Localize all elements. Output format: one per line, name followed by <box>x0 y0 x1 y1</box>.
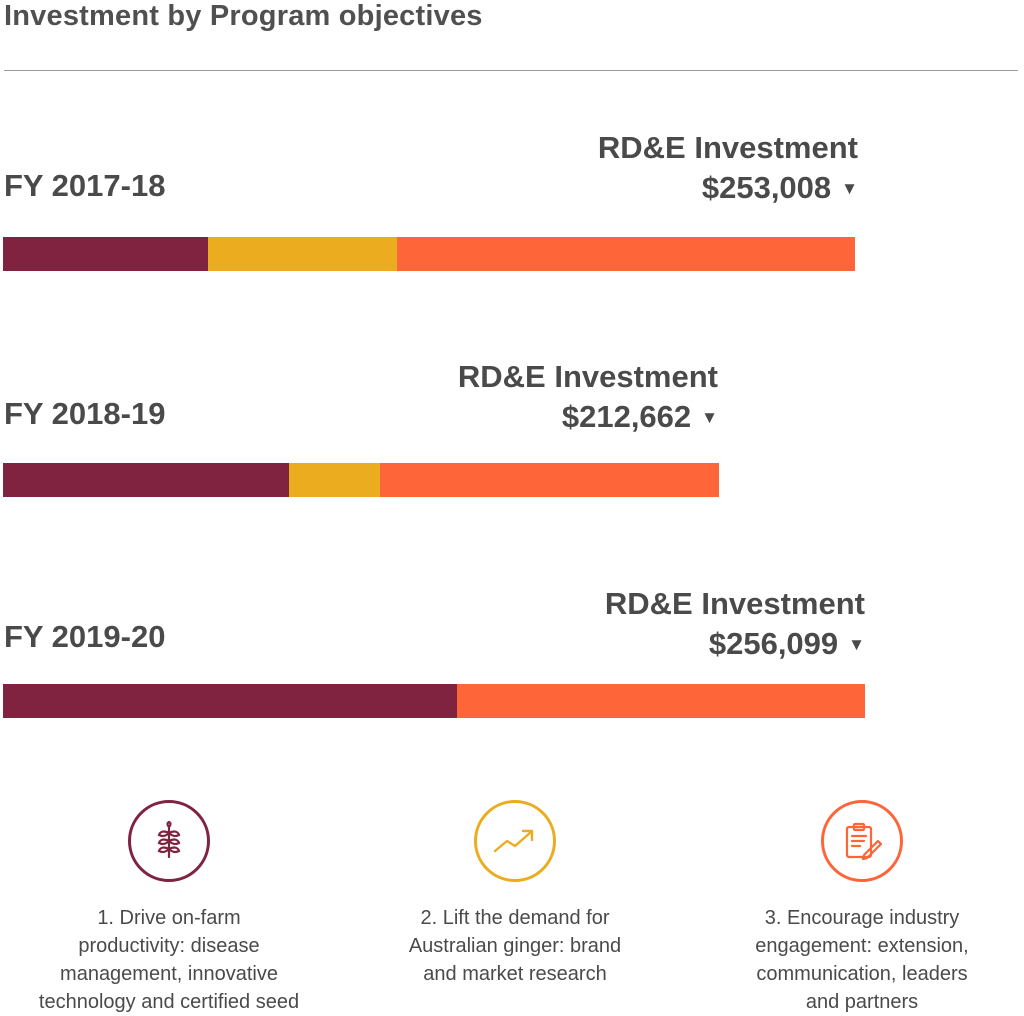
bar-2018-19 <box>3 463 719 497</box>
investment-block-2017-18: RD&E Investment $253,008 ▼ <box>598 128 858 208</box>
chart-title: Investment by Program objectives <box>4 0 483 32</box>
bar-segment-program-1 <box>3 463 290 497</box>
legend-text: 2. Lift the demand for Australian ginger… <box>408 907 622 985</box>
investment-total: $212,662 <box>561 399 692 434</box>
bar-2017-18 <box>3 237 855 271</box>
bar-segment-program-3 <box>457 684 865 718</box>
bar-segment-program-3 <box>396 237 855 271</box>
caret-down-icon[interactable]: ▼ <box>848 635 865 654</box>
legend-item-program-2: 2. Lift the demand for Australian ginger… <box>350 800 680 988</box>
bar-segment-program-1 <box>3 684 458 718</box>
legend-circle <box>128 800 210 882</box>
legend-circle <box>821 800 903 882</box>
year-label-2017-18: FY 2017-18 <box>4 168 166 203</box>
bar-segment-program-2 <box>289 463 380 497</box>
investment-title: RD&E Investment <box>457 359 718 394</box>
plant-icon <box>157 821 181 859</box>
title-divider <box>4 70 1018 71</box>
legend-text: 1. Drive on-farm productivity: disease m… <box>38 907 300 1013</box>
investment-block-2018-19: RD&E Investment $212,662 ▼ <box>458 357 718 437</box>
bar-segment-program-1 <box>3 237 209 271</box>
investment-total: $256,099 <box>708 626 839 661</box>
caret-down-icon[interactable]: ▼ <box>841 179 858 198</box>
legend-item-program-1: 1. Drive on-farm productivity: disease m… <box>4 800 334 1016</box>
investment-title: RD&E Investment <box>597 130 858 165</box>
bar-2019-20 <box>3 684 865 718</box>
legend-circle <box>474 800 556 882</box>
bar-segment-program-3 <box>379 463 719 497</box>
legend-text: 3. Encourage industry engagement: extens… <box>755 907 969 1013</box>
caret-down-icon[interactable]: ▼ <box>701 408 718 427</box>
year-label-2019-20: FY 2019-20 <box>4 619 166 654</box>
clipboard-pen-icon <box>845 822 883 861</box>
investment-title: RD&E Investment <box>604 586 865 621</box>
investment-block-2019-20: RD&E Investment $256,099 ▼ <box>605 584 865 664</box>
legend-item-program-3: 3. Encourage industry engagement: extens… <box>697 800 1024 1016</box>
trend-up-icon <box>493 829 534 853</box>
year-label-2018-19: FY 2018-19 <box>4 396 166 431</box>
investment-total: $253,008 <box>701 170 832 205</box>
bar-segment-program-2 <box>208 237 397 271</box>
